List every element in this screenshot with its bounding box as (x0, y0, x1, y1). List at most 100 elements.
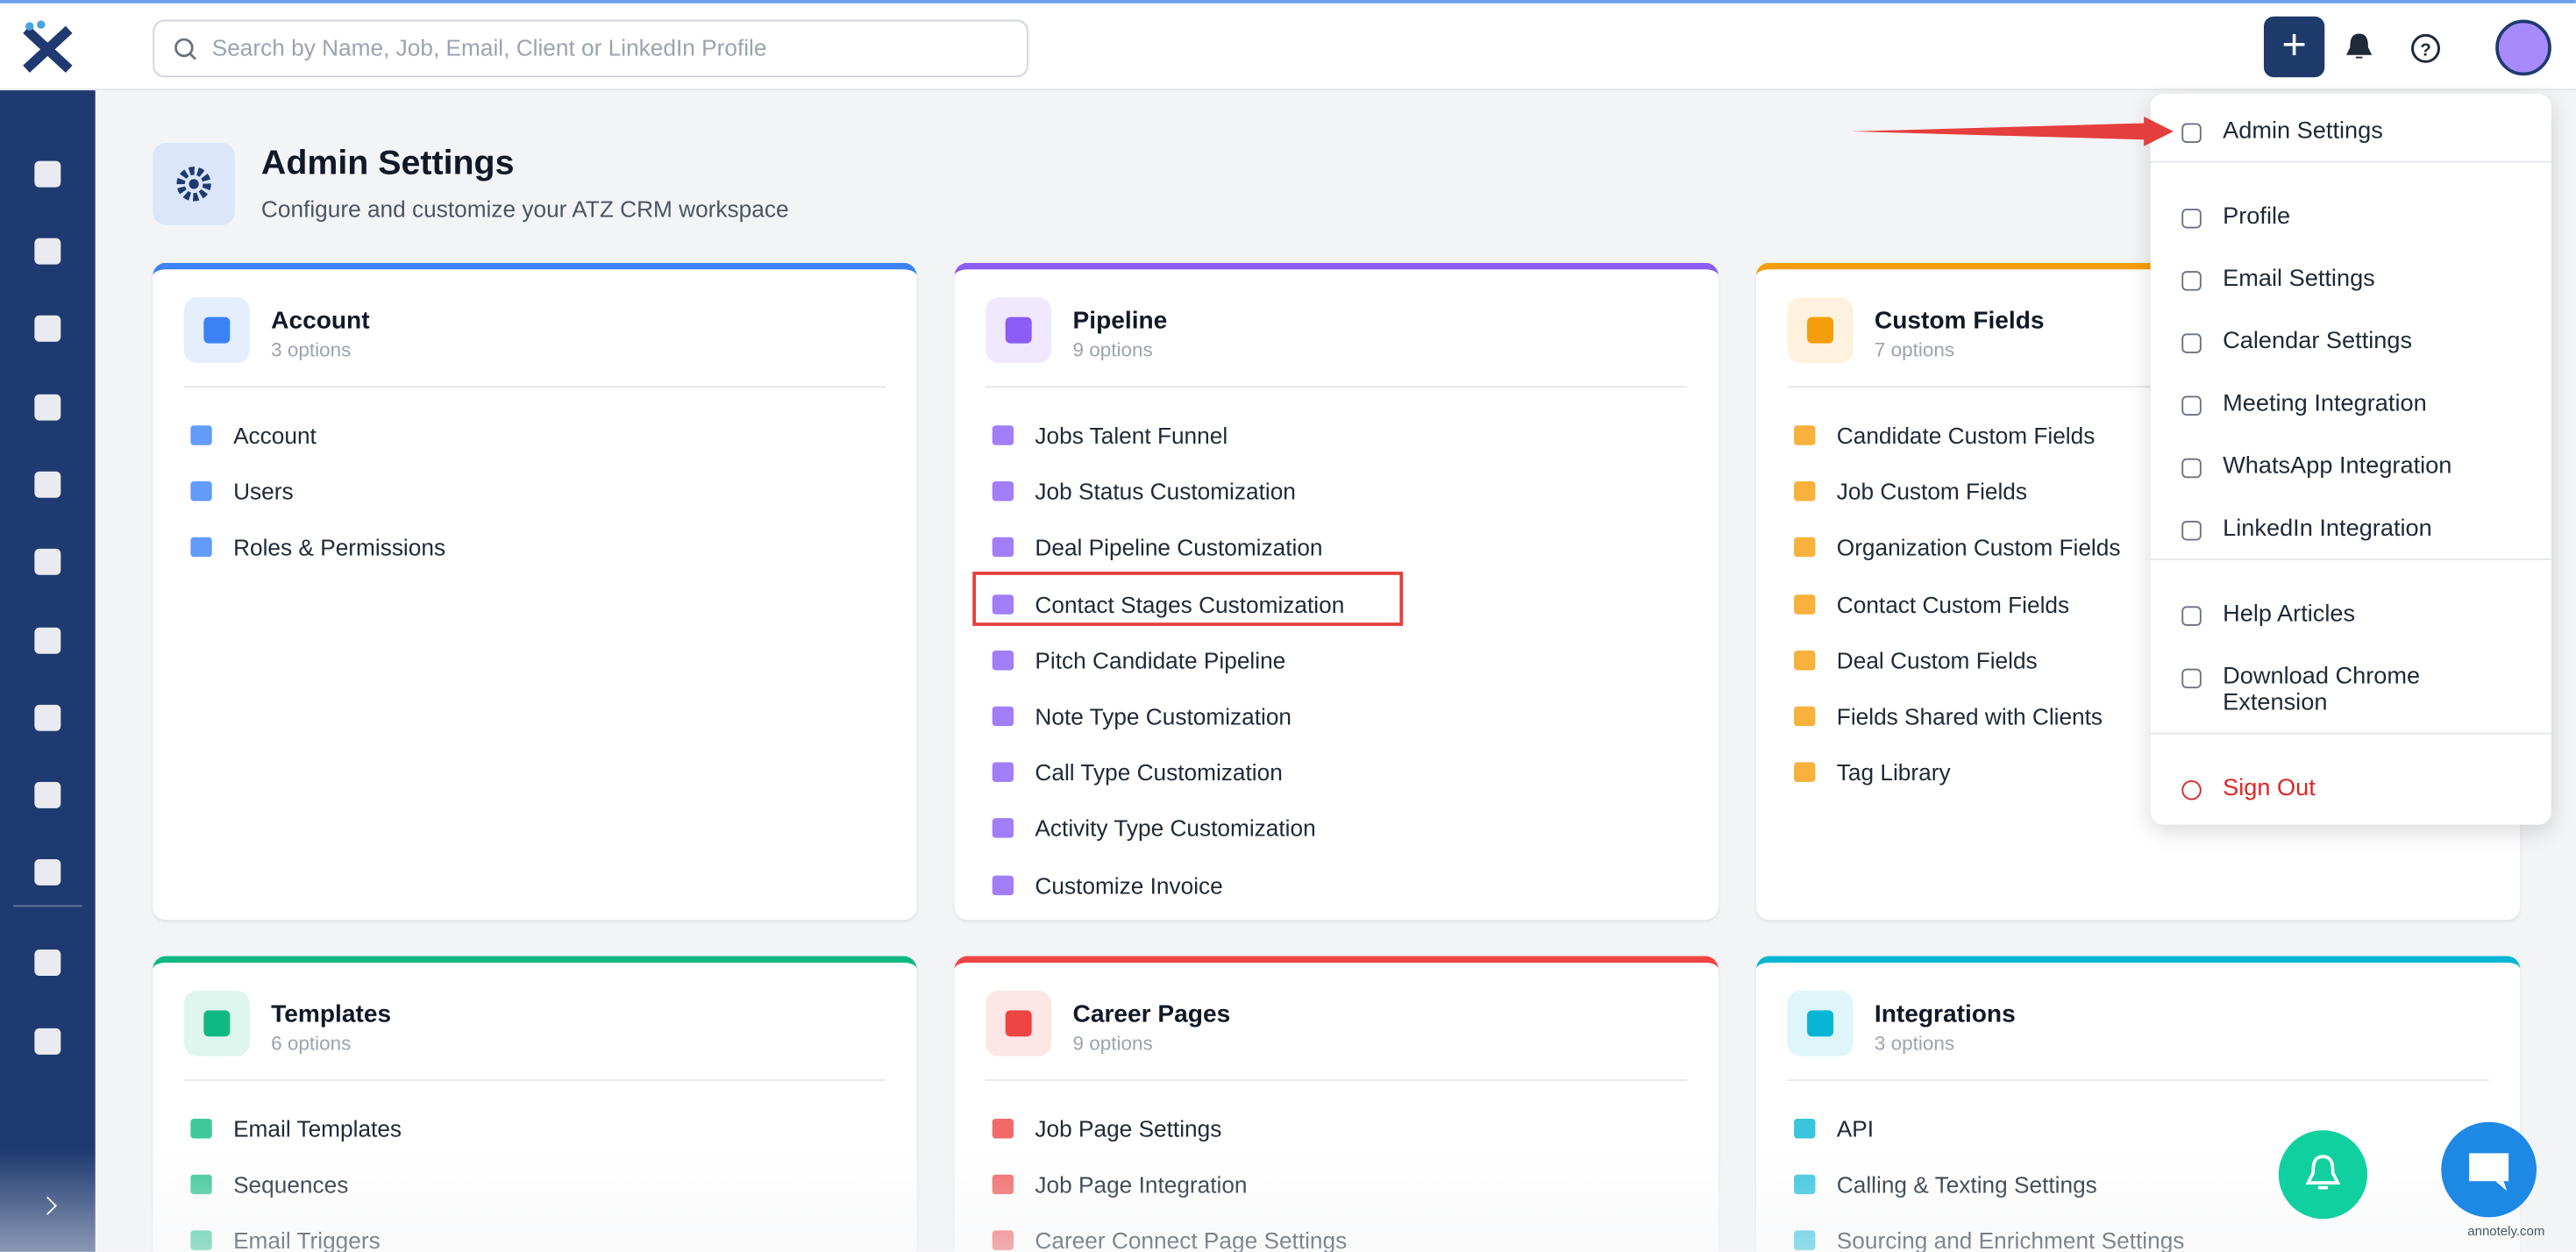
settings-link[interactable]: Users (233, 478, 294, 505)
menu-item[interactable]: LinkedIn Integration (2223, 516, 2432, 543)
settings-link[interactable]: Job Page Settings (1035, 1115, 1222, 1142)
menu-divider (2150, 732, 2551, 735)
user-menu: Admin Settings Profile Email Settings Calen… (2150, 93, 2551, 825)
card-title: Templates (271, 1000, 392, 1028)
settings-link[interactable]: Email Templates (233, 1115, 402, 1142)
settings-link[interactable]: Pitch Candidate Pipeline (1035, 646, 1286, 673)
nav-icon[interactable] (34, 627, 61, 654)
item-icon (1794, 650, 1816, 671)
nav-icon[interactable] (34, 548, 61, 575)
item-icon (1794, 706, 1816, 727)
nav-icon[interactable] (34, 471, 61, 498)
card-count: 3 options (271, 338, 352, 362)
nav-icon[interactable] (34, 858, 61, 886)
settings-link[interactable]: Roles & Permissions (233, 534, 446, 561)
settings-link[interactable]: Customize Invoice (1035, 871, 1223, 899)
settings-link[interactable]: Deal Pipeline Customization (1035, 534, 1323, 561)
settings-link[interactable]: Contact Custom Fields (1836, 590, 2070, 617)
settings-link[interactable]: Call Type Customization (1035, 759, 1283, 786)
nav-icon[interactable] (34, 781, 61, 808)
menu-item[interactable]: Profile (2223, 203, 2291, 231)
menu-item[interactable]: Admin Settings (2223, 117, 2383, 145)
menu-icon (2181, 123, 2202, 144)
add-button[interactable]: + (2263, 16, 2325, 78)
settings-link[interactable]: Deal Custom Fields (1836, 646, 2038, 673)
nav-icon[interactable] (34, 394, 61, 421)
settings-link[interactable]: Account (233, 422, 317, 449)
card-icon (1787, 297, 1854, 364)
item-icon (992, 650, 1014, 671)
settings-link[interactable]: Activity Type Customization (1035, 815, 1316, 843)
card-title: Integrations (1874, 1000, 2016, 1028)
menu-divider (2150, 160, 2551, 163)
card-title: Career Pages (1072, 1000, 1231, 1028)
avatar[interactable] (2495, 19, 2551, 76)
settings-link[interactable]: Fields Shared with Clients (1836, 702, 2103, 729)
nav-icon[interactable] (34, 315, 61, 342)
settings-link[interactable]: API (1836, 1115, 1875, 1142)
nav-icon[interactable] (34, 949, 61, 976)
notify-fab[interactable] (2278, 1130, 2368, 1220)
settings-card: Account 3 options Account Users Roles & Perm… (153, 262, 917, 921)
settings-link[interactable]: Job Custom Fields (1836, 478, 2028, 505)
chat-fab[interactable] (2441, 1121, 2537, 1218)
item-icon (190, 481, 212, 502)
settings-icon (153, 143, 235, 225)
nav-icon[interactable] (34, 704, 61, 731)
item-icon (1794, 1118, 1816, 1139)
sidebar-divider (12, 905, 82, 907)
item-icon (1794, 481, 1816, 502)
card-title: Custom Fields (1874, 307, 2045, 336)
menu-icon (2181, 668, 2202, 689)
nav-icon[interactable] (34, 160, 61, 188)
menu-item[interactable]: Calendar Settings (2223, 328, 2413, 355)
menu-icon (2181, 333, 2202, 353)
card-count: 3 options (1874, 1031, 1955, 1055)
item-icon (1794, 537, 1816, 558)
menu-icon (2181, 520, 2202, 541)
menu-item[interactable]: Help Articles (2223, 601, 2356, 628)
menu-item[interactable]: Download Chrome Extension (2223, 663, 2421, 716)
settings-link[interactable]: Note Type Customization (1035, 702, 1292, 729)
settings-link[interactable]: Candidate Custom Fields (1836, 422, 2096, 449)
item-icon (1794, 425, 1816, 445)
notification-icon[interactable] (2346, 32, 2373, 62)
item-icon (992, 425, 1014, 445)
settings-link[interactable]: Tag Library (1836, 759, 1951, 786)
nav-icon[interactable] (34, 1028, 61, 1055)
top-bar: Search by Name, Job, Email, Client or Li… (0, 0, 2576, 91)
menu-item[interactable]: Email Settings (2223, 266, 2375, 293)
menu-icon (2181, 395, 2202, 416)
menu-item[interactable]: WhatsApp Integration (2223, 453, 2452, 480)
settings-link[interactable]: Organization Custom Fields (1836, 534, 2121, 561)
sign-out[interactable]: Sign Out (2223, 775, 2316, 802)
settings-card: Pipeline 9 options Jobs Talent Funnel Job S… (954, 262, 1719, 921)
card-title: Account (271, 307, 370, 336)
card-count: 9 options (1072, 1031, 1153, 1055)
item-icon (1794, 762, 1816, 783)
search-input[interactable]: Search by Name, Job, Email, Client or Li… (153, 19, 1028, 78)
item-icon (190, 537, 212, 558)
settings-link[interactable]: Jobs Talent Funnel (1035, 422, 1228, 449)
nav-icon[interactable] (34, 238, 61, 265)
fade (0, 1149, 2576, 1252)
item-icon (992, 874, 1014, 895)
menu-icon (2181, 271, 2202, 291)
settings-link[interactable]: Contact Stages Customization (1035, 590, 1345, 617)
menu-item[interactable]: Meeting Integration (2223, 390, 2427, 417)
logo (23, 20, 73, 73)
item-icon (992, 706, 1014, 727)
watermark: annotely.com (2467, 1223, 2545, 1239)
card-icon (986, 297, 1052, 364)
svg-text:?: ? (2420, 40, 2431, 60)
help-icon[interactable]: ? (2410, 32, 2442, 64)
card-icon (1787, 990, 1854, 1056)
item-icon (992, 537, 1014, 558)
card-icon (183, 297, 250, 364)
menu-icon (2181, 606, 2202, 626)
item-icon (1794, 594, 1816, 615)
card-divider (183, 386, 886, 388)
card-icon (986, 990, 1052, 1056)
settings-link[interactable]: Job Status Customization (1035, 478, 1296, 505)
